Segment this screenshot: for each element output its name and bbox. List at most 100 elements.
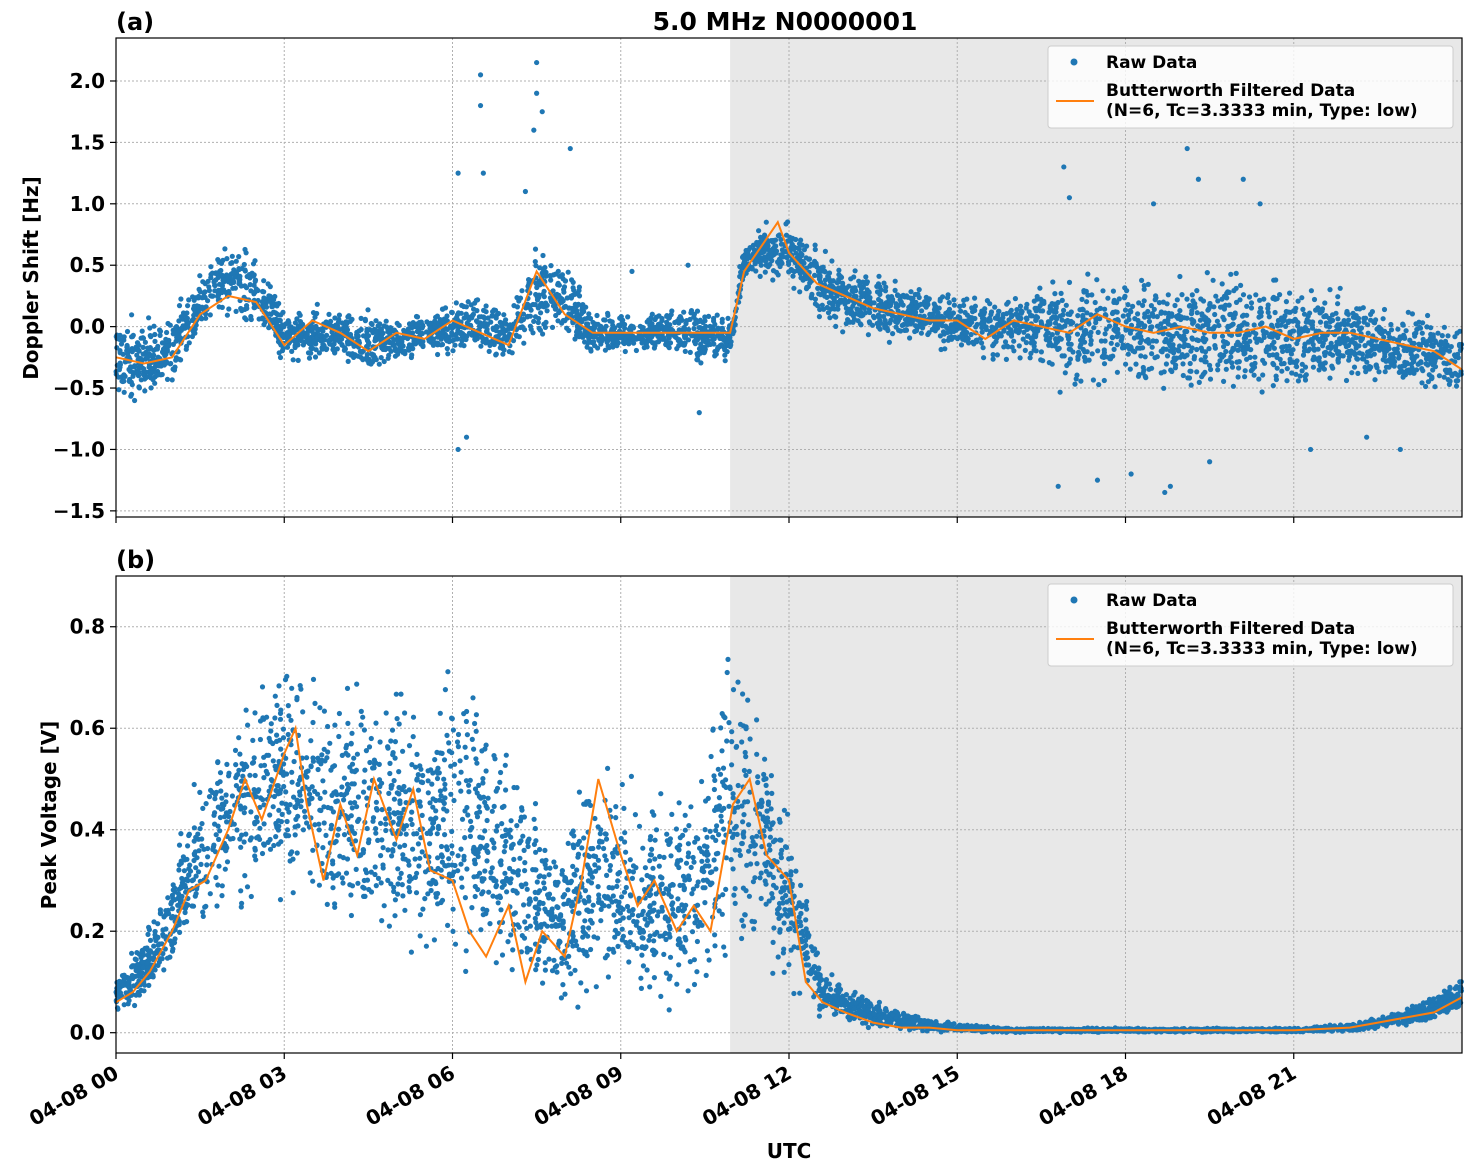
- raw-data-point: [661, 854, 667, 861]
- raw-data-point: [1034, 314, 1041, 321]
- raw-data-point: [770, 277, 776, 283]
- raw-data-point: [1017, 303, 1024, 309]
- raw-data-point: [1156, 300, 1162, 306]
- raw-data-point: [117, 364, 123, 370]
- raw-data-point: [1215, 362, 1221, 368]
- raw-data-point: [176, 303, 183, 309]
- raw-data-point: [1221, 344, 1227, 350]
- raw-data-point: [1106, 323, 1113, 329]
- raw-data-point: [1311, 296, 1318, 303]
- raw-data-point: [1212, 311, 1218, 318]
- raw-data-point: [128, 393, 134, 399]
- panel-a-x-ticks: [115, 517, 1295, 523]
- raw-data-point: [816, 314, 823, 320]
- raw-data-point: [1133, 361, 1139, 367]
- raw-data-point: [983, 325, 989, 331]
- raw-data-point: [607, 867, 613, 873]
- raw-data-point: [1246, 294, 1253, 300]
- raw-data-point: [336, 312, 342, 318]
- raw-data-point: [555, 268, 561, 274]
- raw-data-point: [151, 323, 157, 329]
- raw-data-point: [501, 849, 507, 855]
- raw-data-point: [1295, 298, 1301, 304]
- raw-data-point: [568, 293, 574, 299]
- raw-data-point: [535, 319, 541, 326]
- raw-data-point: [1021, 329, 1027, 335]
- raw-data-point: [712, 943, 718, 949]
- raw-data-point: [556, 310, 562, 316]
- raw-data-point: [686, 823, 692, 829]
- raw-data-point: [649, 321, 655, 327]
- raw-outlier-point: [1397, 446, 1403, 453]
- raw-data-point: [1301, 348, 1308, 354]
- raw-data-point: [682, 333, 689, 339]
- raw-data-point: [1109, 310, 1116, 317]
- raw-data-point: [1058, 290, 1064, 296]
- raw-data-point: [344, 685, 351, 692]
- raw-data-point: [859, 313, 865, 319]
- raw-data-point: [543, 303, 549, 309]
- raw-data-point: [596, 337, 602, 343]
- raw-data-point: [1320, 361, 1326, 367]
- raw-data-point: [1067, 356, 1073, 362]
- raw-data-point: [1101, 361, 1108, 367]
- raw-data-point: [534, 294, 540, 300]
- raw-data-point: [734, 831, 740, 838]
- raw-data-point: [386, 923, 392, 929]
- raw-data-point: [1387, 335, 1394, 341]
- raw-data-point: [441, 318, 447, 324]
- raw-data-point: [1114, 330, 1121, 336]
- raw-data-point: [1131, 335, 1137, 341]
- raw-data-point: [1229, 364, 1236, 370]
- raw-data-point: [224, 312, 230, 318]
- raw-data-point: [503, 317, 509, 323]
- raw-data-point: [1057, 389, 1063, 395]
- y-tick-label: −1.0: [53, 437, 105, 461]
- raw-data-point: [584, 321, 590, 327]
- raw-data-point: [549, 324, 556, 330]
- raw-data-point: [1219, 333, 1226, 339]
- raw-data-point: [386, 352, 392, 358]
- raw-data-point: [375, 323, 381, 329]
- raw-data-point: [1163, 361, 1169, 367]
- raw-data-point: [120, 351, 126, 357]
- raw-data-point: [1063, 302, 1069, 308]
- raw-data-point: [631, 336, 637, 342]
- raw-data-point: [310, 878, 316, 884]
- raw-data-point: [971, 341, 977, 347]
- raw-data-point: [1191, 354, 1198, 360]
- raw-outlier-point: [1364, 434, 1370, 440]
- raw-data-point: [1250, 366, 1256, 372]
- raw-data-point: [1254, 339, 1260, 345]
- raw-data-point: [343, 325, 349, 331]
- raw-data-point: [1445, 333, 1451, 339]
- raw-data-point: [1139, 277, 1145, 283]
- raw-outlier-point: [477, 102, 484, 109]
- raw-data-point: [398, 691, 404, 697]
- raw-outlier-point: [477, 72, 484, 78]
- raw-outlier-point: [1307, 446, 1314, 453]
- raw-data-point: [1257, 321, 1264, 327]
- raw-data-point: [280, 332, 286, 338]
- raw-data-point: [990, 352, 996, 358]
- raw-data-point: [493, 352, 499, 358]
- raw-data-point: [1016, 343, 1022, 349]
- raw-data-point: [754, 861, 760, 867]
- raw-data-point: [812, 272, 818, 278]
- raw-data-point: [514, 295, 520, 301]
- raw-data-point: [1084, 310, 1090, 316]
- raw-data-point: [936, 321, 943, 327]
- raw-data-point: [136, 384, 142, 390]
- raw-data-point: [305, 350, 312, 356]
- raw-data-point: [1211, 334, 1217, 340]
- raw-data-point: [1283, 299, 1289, 305]
- raw-data-point: [808, 294, 815, 300]
- raw-data-point: [1453, 383, 1460, 389]
- raw-data-point: [1136, 371, 1142, 378]
- raw-data-point: [1319, 306, 1326, 312]
- raw-data-point: [310, 345, 316, 351]
- raw-data-point: [1205, 317, 1211, 323]
- raw-data-point: [476, 314, 482, 320]
- raw-data-point: [714, 312, 720, 318]
- raw-data-point: [215, 292, 222, 298]
